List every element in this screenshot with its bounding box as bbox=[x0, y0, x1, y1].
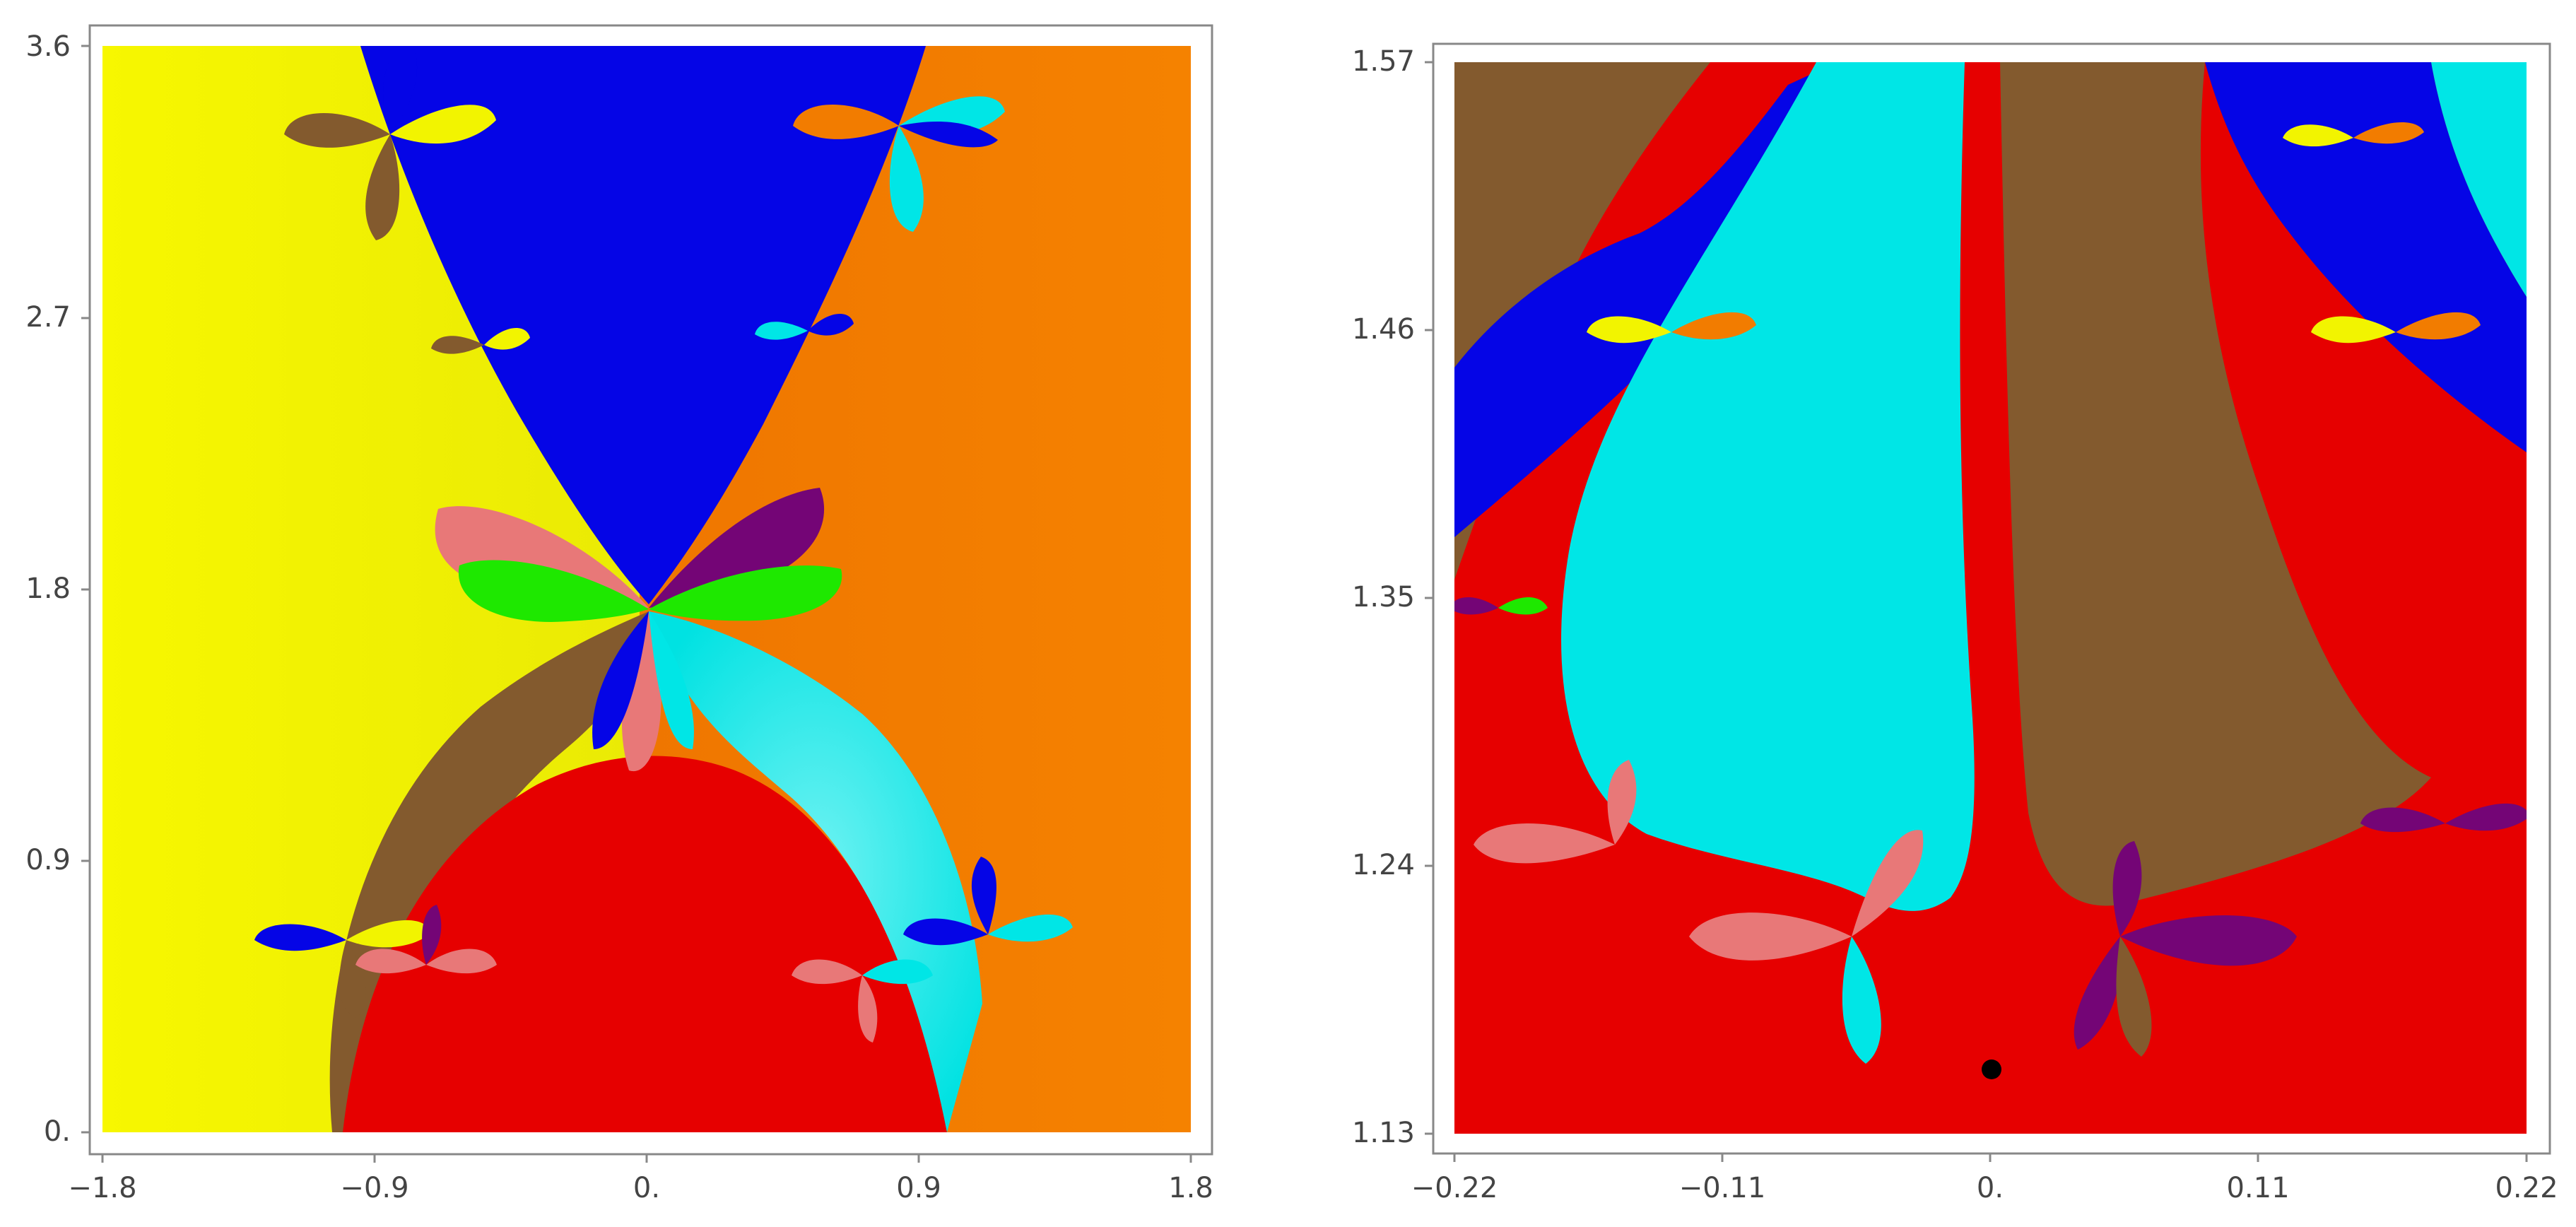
left-x-tick-label-4: 1.8 bbox=[1168, 1172, 1213, 1204]
right-brown-center bbox=[2000, 62, 2431, 906]
right-x-tick-label-3: 0.11 bbox=[2226, 1172, 2289, 1204]
right-y-tick-label-0: 1.13 bbox=[1352, 1117, 1415, 1149]
left-red-basin bbox=[343, 756, 947, 1132]
right-plot-area bbox=[1454, 62, 2527, 1134]
left-mini-flowers bbox=[254, 46, 1073, 1043]
right-x-ticks: −0.22 −0.11 0. 0.11 0.22 bbox=[1411, 1153, 2558, 1204]
right-y-tick-label-2: 1.35 bbox=[1352, 581, 1415, 614]
left-brown-basin bbox=[329, 611, 649, 1132]
left-x-tick-label-2: 0. bbox=[633, 1172, 660, 1204]
left-y-tick-label-0: 0. bbox=[44, 1115, 71, 1148]
right-x-tick-label-2: 0. bbox=[1977, 1172, 2004, 1204]
left-cyan-basin bbox=[649, 611, 982, 1132]
left-x-tick-label-1: −0.9 bbox=[340, 1172, 408, 1204]
left-x-tick-label-0: −1.8 bbox=[68, 1172, 136, 1204]
right-blue-left bbox=[1454, 62, 1837, 537]
right-blue-right bbox=[2205, 62, 2527, 452]
right-y-ticks: 1.13 1.24 1.35 1.46 1.57 bbox=[1352, 45, 1433, 1149]
left-plot-area bbox=[102, 46, 1191, 1132]
right-lower-flowers bbox=[1474, 760, 2527, 1064]
right-y-tick-label-3: 1.46 bbox=[1352, 313, 1415, 346]
right-x-tick-label-0: −0.22 bbox=[1411, 1172, 1498, 1204]
left-center-flower bbox=[435, 488, 842, 772]
right-cyan-center bbox=[1561, 62, 1975, 911]
left-y-tick-label-4: 3.6 bbox=[25, 30, 71, 63]
right-black-blob bbox=[1982, 1059, 2001, 1079]
right-y-tick-label-1: 1.24 bbox=[1352, 849, 1415, 881]
right-x-tick-label-1: −0.11 bbox=[1679, 1172, 1766, 1204]
right-upper-flowers bbox=[1454, 122, 2481, 615]
right-chart: −0.22 −0.11 0. 0.11 0.22 1.13 1.24 1.35 … bbox=[1352, 42, 2558, 1204]
right-cyan-right bbox=[2431, 62, 2527, 297]
left-y-tick-label-3: 2.7 bbox=[25, 301, 71, 334]
left-x-ticks: −1.8 −0.9 0. 0.9 1.8 bbox=[68, 1154, 1213, 1204]
right-x-tick-label-4: 0.22 bbox=[2495, 1172, 2558, 1204]
right-y-tick-label-4: 1.57 bbox=[1352, 45, 1415, 78]
right-brown-left bbox=[1454, 62, 1710, 580]
left-y-ticks: 0. 0.9 1.8 2.7 3.6 bbox=[25, 30, 90, 1148]
left-y-tick-label-2: 1.8 bbox=[25, 573, 71, 605]
left-x-tick-label-3: 0.9 bbox=[896, 1172, 941, 1204]
left-y-tick-label-1: 0.9 bbox=[25, 844, 71, 876]
left-blue-basin bbox=[360, 46, 926, 604]
left-chart: −1.8 −0.9 0. 0.9 1.8 0. 0.9 1.8 2.7 3.6 bbox=[25, 24, 1213, 1204]
